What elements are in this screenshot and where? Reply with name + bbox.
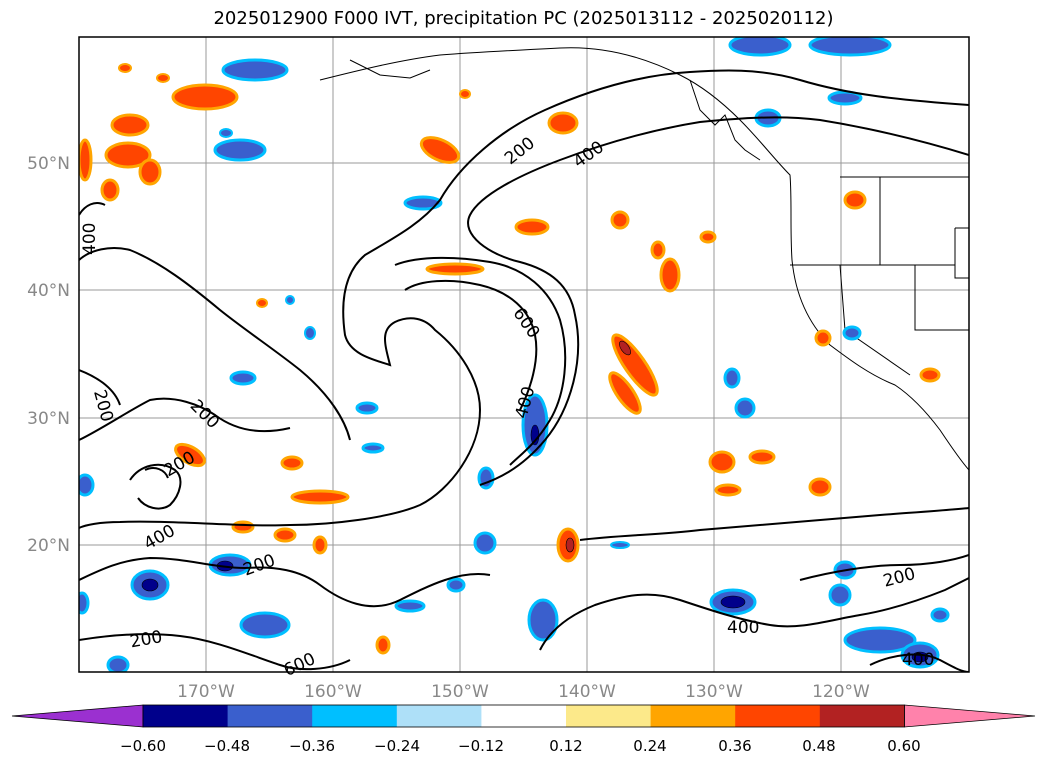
map-title: 2025012900 F000 IVT, precipitation PC (2… — [213, 8, 834, 29]
contour-label: 200 — [241, 551, 278, 581]
colorbar-tick-label: −0.36 — [289, 737, 335, 755]
colorbar-tick-label: −0.12 — [458, 737, 504, 755]
lon-label: 170°W — [177, 682, 235, 702]
lon-label: 120°W — [812, 682, 870, 702]
contour-label: 400 — [80, 223, 100, 255]
colorbar-tick-label: 0.60 — [887, 737, 920, 755]
lon-labels: 170°W 160°W 150°W 140°W 130°W 120°W — [177, 682, 870, 702]
contour-label: 400 — [570, 137, 608, 172]
lon-label: 130°W — [685, 682, 743, 702]
colorbar-tick-label: −0.24 — [374, 737, 420, 755]
colorbar-cell — [566, 705, 652, 727]
colorbar-outline — [142, 704, 905, 728]
lon-label: 150°W — [431, 682, 489, 702]
colorbar-tick-labels: −0.60 −0.48 −0.36 −0.24 −0.12 0.12 0.24 … — [120, 737, 921, 755]
colorbar-cell — [650, 705, 736, 727]
lon-label: 140°W — [558, 682, 616, 702]
contour-label: 200 — [881, 564, 918, 592]
colorbar-tick-label: 0.24 — [633, 737, 666, 755]
lat-label: 50°N — [27, 154, 70, 174]
colorbar-cell — [143, 705, 229, 727]
lat-labels: 50°N 40°N 30°N 20°N — [27, 154, 70, 556]
gridlines — [79, 37, 969, 672]
ivt-contours — [79, 69, 969, 672]
colorbar-cell — [819, 705, 905, 727]
colorbar-cell — [396, 705, 482, 727]
contour-label: 600 — [509, 304, 544, 342]
contour-label: 400 — [141, 521, 179, 555]
lat-label: 20°N — [27, 536, 70, 556]
colorbar-cell — [735, 705, 821, 727]
colorbar-cell — [481, 705, 567, 727]
colorbar-tick-label: 0.36 — [718, 737, 751, 755]
contour-label: 200 — [128, 627, 163, 652]
lon-label: 160°W — [304, 682, 362, 702]
negative-precip-anomalies — [79, 37, 950, 672]
contour-label: 200 — [501, 133, 539, 169]
map-frame — [78, 36, 970, 673]
colorbar-tick-label: 0.48 — [802, 737, 835, 755]
contour-label: 400 — [902, 650, 934, 670]
lat-label: 40°N — [27, 281, 70, 301]
colorbar-extend-high — [904, 704, 1036, 728]
contour-label: 200 — [186, 396, 223, 433]
colorbar-cell — [312, 705, 398, 727]
colorbar-tick-label: −0.60 — [120, 737, 166, 755]
contour-label: 600 — [281, 649, 319, 681]
colorbar: −0.60 −0.48 −0.36 −0.24 −0.12 0.12 0.24 … — [11, 704, 1036, 755]
colorbar-tick-label: −0.48 — [204, 737, 250, 755]
colorbar-tick-label: 0.12 — [549, 737, 582, 755]
lat-label: 30°N — [27, 409, 70, 429]
colorbar-cell — [227, 705, 313, 727]
colorbar-extend-low — [11, 704, 144, 728]
positive-precip-anomalies — [79, 63, 941, 655]
contour-label: 400 — [727, 618, 759, 638]
colorbar-cells — [11, 704, 1036, 728]
contour-labels: 200 400 600 400 200 400 200 200 400 200 … — [80, 133, 934, 681]
